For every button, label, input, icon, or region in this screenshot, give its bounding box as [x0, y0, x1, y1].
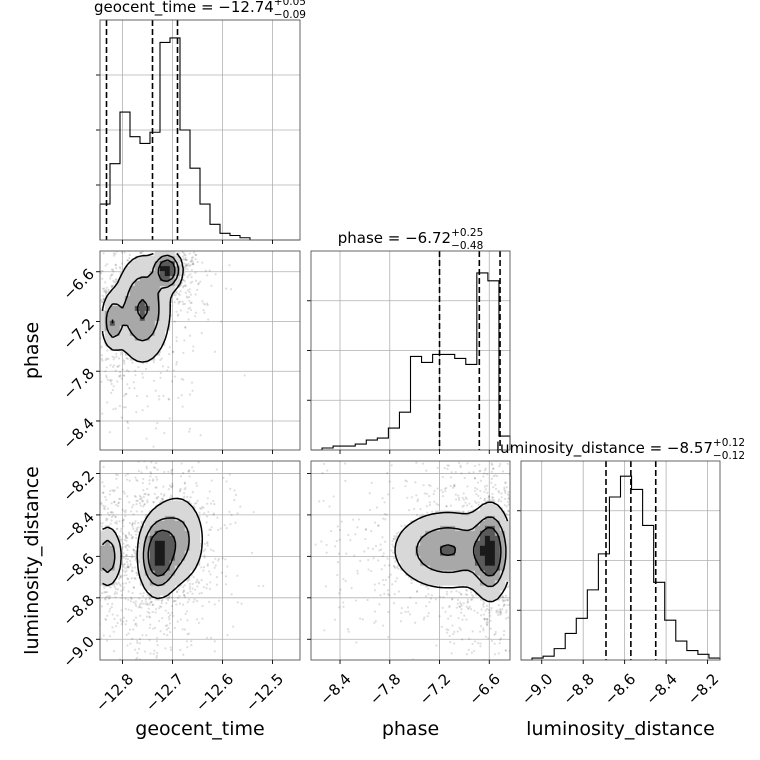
panel-frame-geocent_time-luminosity_distance	[99, 460, 301, 661]
x-tick-label: −7.8	[366, 670, 404, 708]
y-tick-label: −9.0	[60, 633, 98, 671]
density-geocent_time-luminosity_distance	[100, 461, 265, 660]
density-phase-luminosity_distance	[314, 461, 510, 660]
x-tick-label: −8.8	[559, 670, 597, 708]
x-tick-label: −7.2	[416, 670, 454, 708]
y-axis-label: luminosity_distance	[21, 466, 43, 655]
contour-line	[101, 517, 190, 587]
contour-line	[101, 252, 184, 363]
panel-frame-geocent_time	[99, 19, 301, 241]
panel-frame-phase-luminosity_distance	[310, 460, 511, 661]
x-tick-label: −12.5	[242, 670, 287, 715]
x-tick-label: −9.0	[518, 670, 556, 708]
y-tick-label: −7.2	[60, 315, 98, 353]
histogram-geocent_time	[99, 37, 300, 241]
x-axis-label: luminosity_distance	[526, 718, 715, 740]
contour-line	[102, 497, 204, 600]
density-geocent_time-phase	[100, 251, 246, 448]
panel-frame-luminosity_distance	[520, 460, 721, 661]
contour-line	[415, 516, 507, 588]
x-tick-label: −12.6	[192, 670, 237, 715]
panel-frame-phase	[310, 250, 511, 451]
panel-frame-geocent_time-phase	[99, 250, 301, 451]
x-axis-label: geocent_time	[135, 718, 264, 740]
y-tick-label: −8.2	[60, 467, 98, 505]
histogram-luminosity_distance	[521, 475, 721, 661]
contour-line	[394, 501, 509, 603]
panel-title-geocent_time: geocent_time = −12.74+0.05 −0.09	[94, 0, 306, 21]
y-tick-label: −8.8	[60, 591, 98, 629]
histogram-phase	[311, 272, 511, 451]
x-tick-label: −8.4	[642, 670, 680, 708]
y-tick-label: −6.6	[60, 265, 98, 303]
x-tick-label: −8.2	[684, 670, 722, 708]
contour-line	[111, 259, 176, 324]
y-axis-label: phase	[21, 322, 43, 379]
y-tick-label: −8.4	[60, 508, 98, 546]
x-tick-label: −6.6	[466, 670, 504, 708]
contour-line	[439, 526, 502, 577]
contour-line	[147, 529, 177, 577]
y-tick-label: −7.8	[60, 365, 98, 403]
y-tick-label: −8.6	[60, 550, 98, 588]
panel-title-luminosity_distance: luminosity_distance = −8.57+0.12 −0.12	[496, 437, 745, 462]
y-tick-label: −8.4	[60, 414, 98, 452]
x-tick-label: −8.6	[601, 670, 639, 708]
x-tick-label: −8.4	[316, 670, 354, 708]
panel-title-phase: phase = −6.72+0.25 −0.48	[338, 227, 484, 252]
x-axis-label: phase	[382, 718, 439, 740]
x-tick-label: −12.7	[142, 670, 187, 715]
x-tick-label: −12.8	[92, 670, 137, 715]
contour-line	[105, 254, 180, 342]
